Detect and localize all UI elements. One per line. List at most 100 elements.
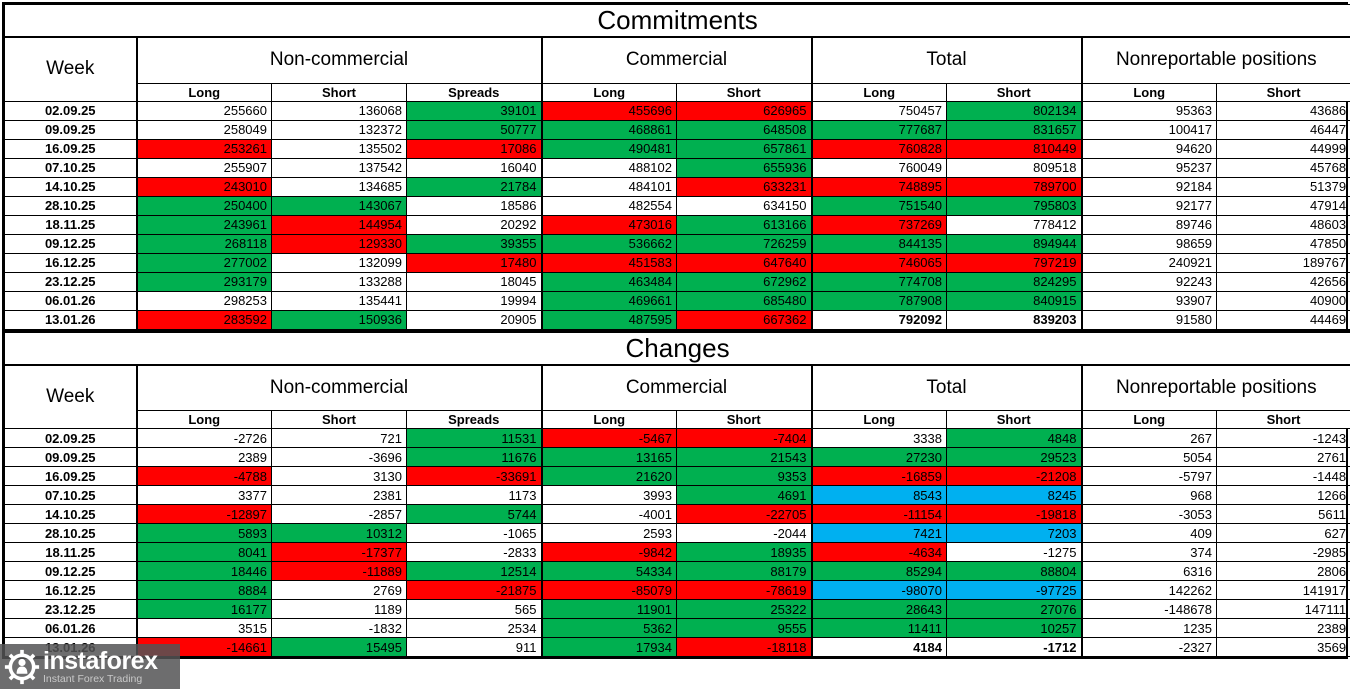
value-cell: 47850 (1215, 233, 1350, 254)
value-cell: 1235 (1080, 618, 1217, 638)
value-cell: 46447 (1215, 119, 1350, 140)
value-cell: 142262 (1080, 580, 1217, 600)
value-cell: 748895 (810, 176, 947, 197)
value-cell: 7203 (946, 523, 1082, 543)
value-cell: 2534 (406, 618, 542, 638)
value-cell: 2593 (540, 523, 677, 543)
value-cell: 134685 (271, 176, 407, 197)
table-row: 06.01.26 3515 -1832 2534 5362 9555 11411 10257 1… (4, 618, 1350, 638)
table-row: 09.09.25 2389 -3696 11676 13165 21543 27230 295… (4, 447, 1350, 467)
value-cell: 243961 (135, 214, 272, 235)
value-cell: 50777 (406, 119, 542, 140)
value-cell: 240921 (1080, 252, 1217, 273)
value-cell: 189767 (1215, 252, 1350, 273)
table-row: 06.01.26 298253 135441 19994 469661 685480 787… (4, 290, 1350, 311)
subheader-total-long: Long (810, 410, 947, 429)
value-cell: -3053 (1080, 504, 1217, 524)
value-cell: 277002 (135, 252, 272, 273)
value-cell: 613166 (676, 214, 812, 235)
instaforex-logo-text: instaforex Instant Forex Trading (43, 646, 158, 685)
subheader-total-short: Short (946, 82, 1082, 102)
value-cell: 751540 (810, 195, 947, 216)
value-cell: 2769 (271, 580, 407, 600)
value-cell: 840915 (946, 290, 1082, 311)
value-cell: 18586 (406, 195, 542, 216)
value-cell: -9842 (540, 542, 677, 562)
value-cell: 135502 (271, 138, 407, 159)
value-cell: 39101 (406, 100, 542, 121)
value-cell: 789700 (946, 176, 1082, 197)
value-cell: 1266 (1215, 485, 1350, 505)
value-cell: 2389 (1215, 618, 1350, 638)
subheader-nonreportable-short: Short (1215, 82, 1350, 102)
subheader-commercial-short: Short (676, 82, 812, 102)
value-cell: 5054 (1080, 447, 1217, 467)
value-cell: 3377 (135, 485, 272, 505)
value-cell: 8041 (135, 542, 272, 562)
value-cell: -2327 (1080, 637, 1217, 657)
value-cell: 12514 (406, 561, 542, 581)
value-cell: -11154 (810, 504, 947, 524)
value-cell: 293179 (135, 271, 272, 292)
table-row: 14.10.25 243010 134685 21784 484101 633231 748… (4, 176, 1350, 197)
value-cell: 51379 (1215, 176, 1350, 197)
value-cell: 13165 (540, 447, 677, 467)
commitments-sub-header-row: Long Short Spreads Long Short Long Short… (5, 82, 1350, 102)
value-cell: 2761 (1215, 447, 1350, 467)
value-cell: 10257 (946, 618, 1082, 638)
week-cell: 07.10.25 (4, 485, 137, 505)
value-cell: 634150 (676, 195, 812, 216)
value-cell: -21208 (946, 466, 1082, 486)
value-cell: 20292 (406, 214, 542, 235)
value-cell: 4184 (810, 637, 947, 657)
table-row: 16.12.25 277002 132099 17480 451583 647640 746… (4, 252, 1350, 273)
subheader-commercial-short: Short (676, 410, 812, 429)
week-cell: 06.01.26 (4, 290, 137, 311)
value-cell: 298253 (135, 290, 272, 311)
value-cell: -5797 (1080, 466, 1217, 486)
value-cell: 797219 (946, 252, 1082, 273)
value-cell: 8543 (810, 485, 947, 505)
instaforex-logo-tagline: Instant Forex Trading (43, 672, 143, 685)
value-cell: 135441 (271, 290, 407, 311)
subheader-noncommercial-short: Short (271, 82, 407, 102)
value-cell: 42656 (1215, 271, 1350, 292)
value-cell: -97725 (946, 580, 1082, 600)
value-cell: 627 (1215, 523, 1350, 543)
value-cell: 98659 (1080, 233, 1217, 254)
value-cell: 43686 (1215, 100, 1350, 121)
value-cell: 968 (1080, 485, 1217, 505)
value-cell: -1832 (271, 618, 407, 638)
value-cell: 844135 (810, 233, 947, 254)
value-cell: -12897 (135, 504, 272, 524)
week-column-header: Week (4, 364, 137, 429)
value-cell: 8884 (135, 580, 272, 600)
value-cell: 141917 (1215, 580, 1350, 600)
value-cell: 2381 (271, 485, 407, 505)
table-row: 18.11.25 8041 -17377 -2833 -9842 18935 -4634 -1… (4, 542, 1350, 562)
instaforex-gear-icon (4, 649, 40, 684)
week-cell: 16.09.25 (4, 466, 137, 486)
value-cell: 792092 (810, 309, 947, 330)
value-cell: 11676 (406, 447, 542, 467)
value-cell: 648508 (676, 119, 812, 140)
changes-body: 02.09.25 -2726 721 11531 -5467 -7404 3338 4848 2… (4, 428, 1350, 657)
table-row: 28.10.25 250400 143067 18586 482554 634150 751… (4, 195, 1350, 216)
table-row: 02.09.25 -2726 721 11531 -5467 -7404 3338 4848 2… (4, 428, 1350, 448)
value-cell: 10312 (271, 523, 407, 543)
week-cell: 02.09.25 (4, 100, 137, 121)
subheader-noncommercial-long: Long (135, 82, 272, 102)
table-row: 23.12.25 293179 133288 18045 463484 672962 774… (4, 271, 1350, 292)
value-cell: 647640 (676, 252, 812, 273)
value-cell: 760828 (810, 138, 947, 159)
instaforex-logo-name: instaforex (43, 646, 158, 675)
value-cell: 3130 (271, 466, 407, 486)
week-cell: 14.10.25 (4, 504, 137, 524)
value-cell: 374 (1080, 542, 1217, 562)
value-cell: 27076 (946, 599, 1082, 619)
value-cell: 11901 (540, 599, 677, 619)
table-row: 28.10.25 5893 10312 -1065 2593 -2044 7421 7203 4… (4, 523, 1350, 543)
value-cell: 15495 (271, 637, 407, 657)
value-cell: 487595 (540, 309, 677, 330)
value-cell: -22705 (676, 504, 812, 524)
